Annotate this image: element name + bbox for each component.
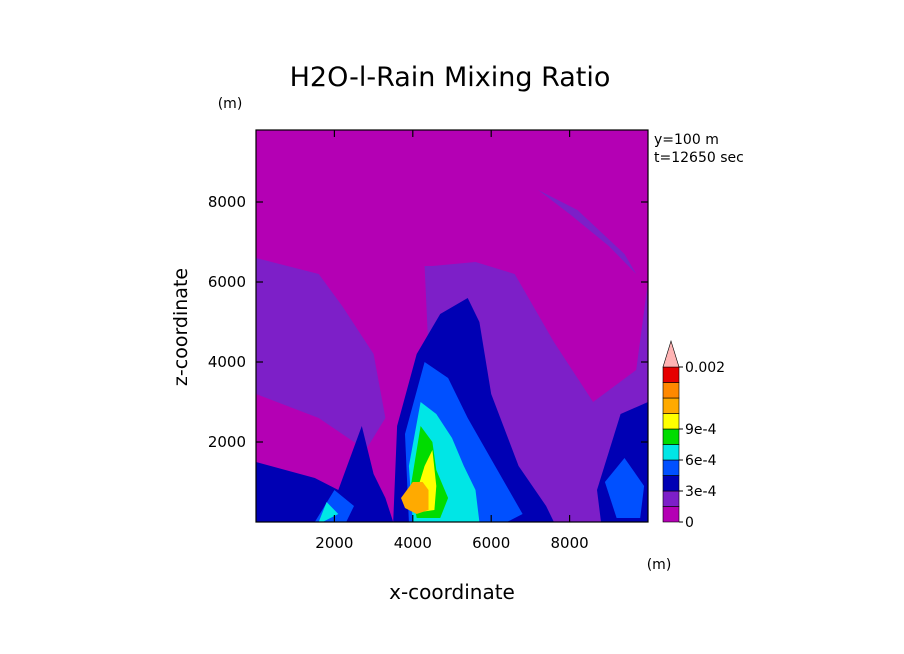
y-tick-label: 6000 [208, 273, 246, 291]
colorbar-tick-label: 6e-4 [685, 453, 717, 469]
annotation-y: y=100 m [654, 132, 719, 148]
x-tick-label: 4000 [394, 534, 432, 552]
chart-title: H2O-l-Rain Mixing Ratio [290, 62, 611, 93]
colorbar-segment [662, 459, 680, 476]
colorbar-segment [662, 490, 680, 507]
colorbar-segment [662, 475, 680, 492]
y-tick-label: 2000 [208, 433, 246, 451]
colorbar-extend-arrow [662, 339, 680, 368]
colorbar-segment [662, 413, 680, 430]
x-tick-label: 6000 [472, 534, 510, 552]
plot-border [255, 129, 649, 523]
annotation-t: t=12650 sec [654, 150, 744, 166]
colorbar-tick-label: 9e-4 [685, 422, 717, 438]
y-axis-label: z-coordinate [170, 268, 192, 386]
colorbar-tick-label: 0 [685, 515, 694, 531]
y-unit-label: (m) [218, 96, 243, 112]
contour-fill [256, 130, 648, 522]
x-axis-label: x-coordinate [389, 580, 515, 604]
contour-region-9 [604, 458, 645, 518]
contour-region-14 [401, 482, 429, 514]
contour-region-4 [256, 426, 394, 522]
x-tick-label: 2000 [315, 534, 353, 552]
contour-region-11 [318, 502, 339, 522]
plot-frame [255, 129, 649, 523]
x-unit-label: (m) [647, 557, 672, 573]
colorbar-segment [662, 506, 680, 523]
y-tick-label: 4000 [208, 353, 246, 371]
x-axis-ticks: 2000 4000 6000 8000 [315, 130, 589, 552]
colorbar-segment [662, 444, 680, 461]
contour-region-1 [256, 258, 386, 450]
x-tick-label: 8000 [551, 534, 589, 552]
colorbar: 0 3e-4 6e-4 9e-4 0.002 [662, 339, 725, 531]
colorbar-tick-label: 0.002 [685, 360, 725, 376]
y-tick-label: 8000 [208, 193, 246, 211]
colorbar-tick-label: 3e-4 [685, 484, 717, 500]
colorbar-segment [662, 366, 680, 383]
colorbar-segment [662, 382, 680, 399]
y-axis-ticks: 2000 4000 6000 8000 [208, 193, 648, 451]
colorbar-segment [662, 428, 680, 445]
colorbar-segment [662, 397, 680, 414]
